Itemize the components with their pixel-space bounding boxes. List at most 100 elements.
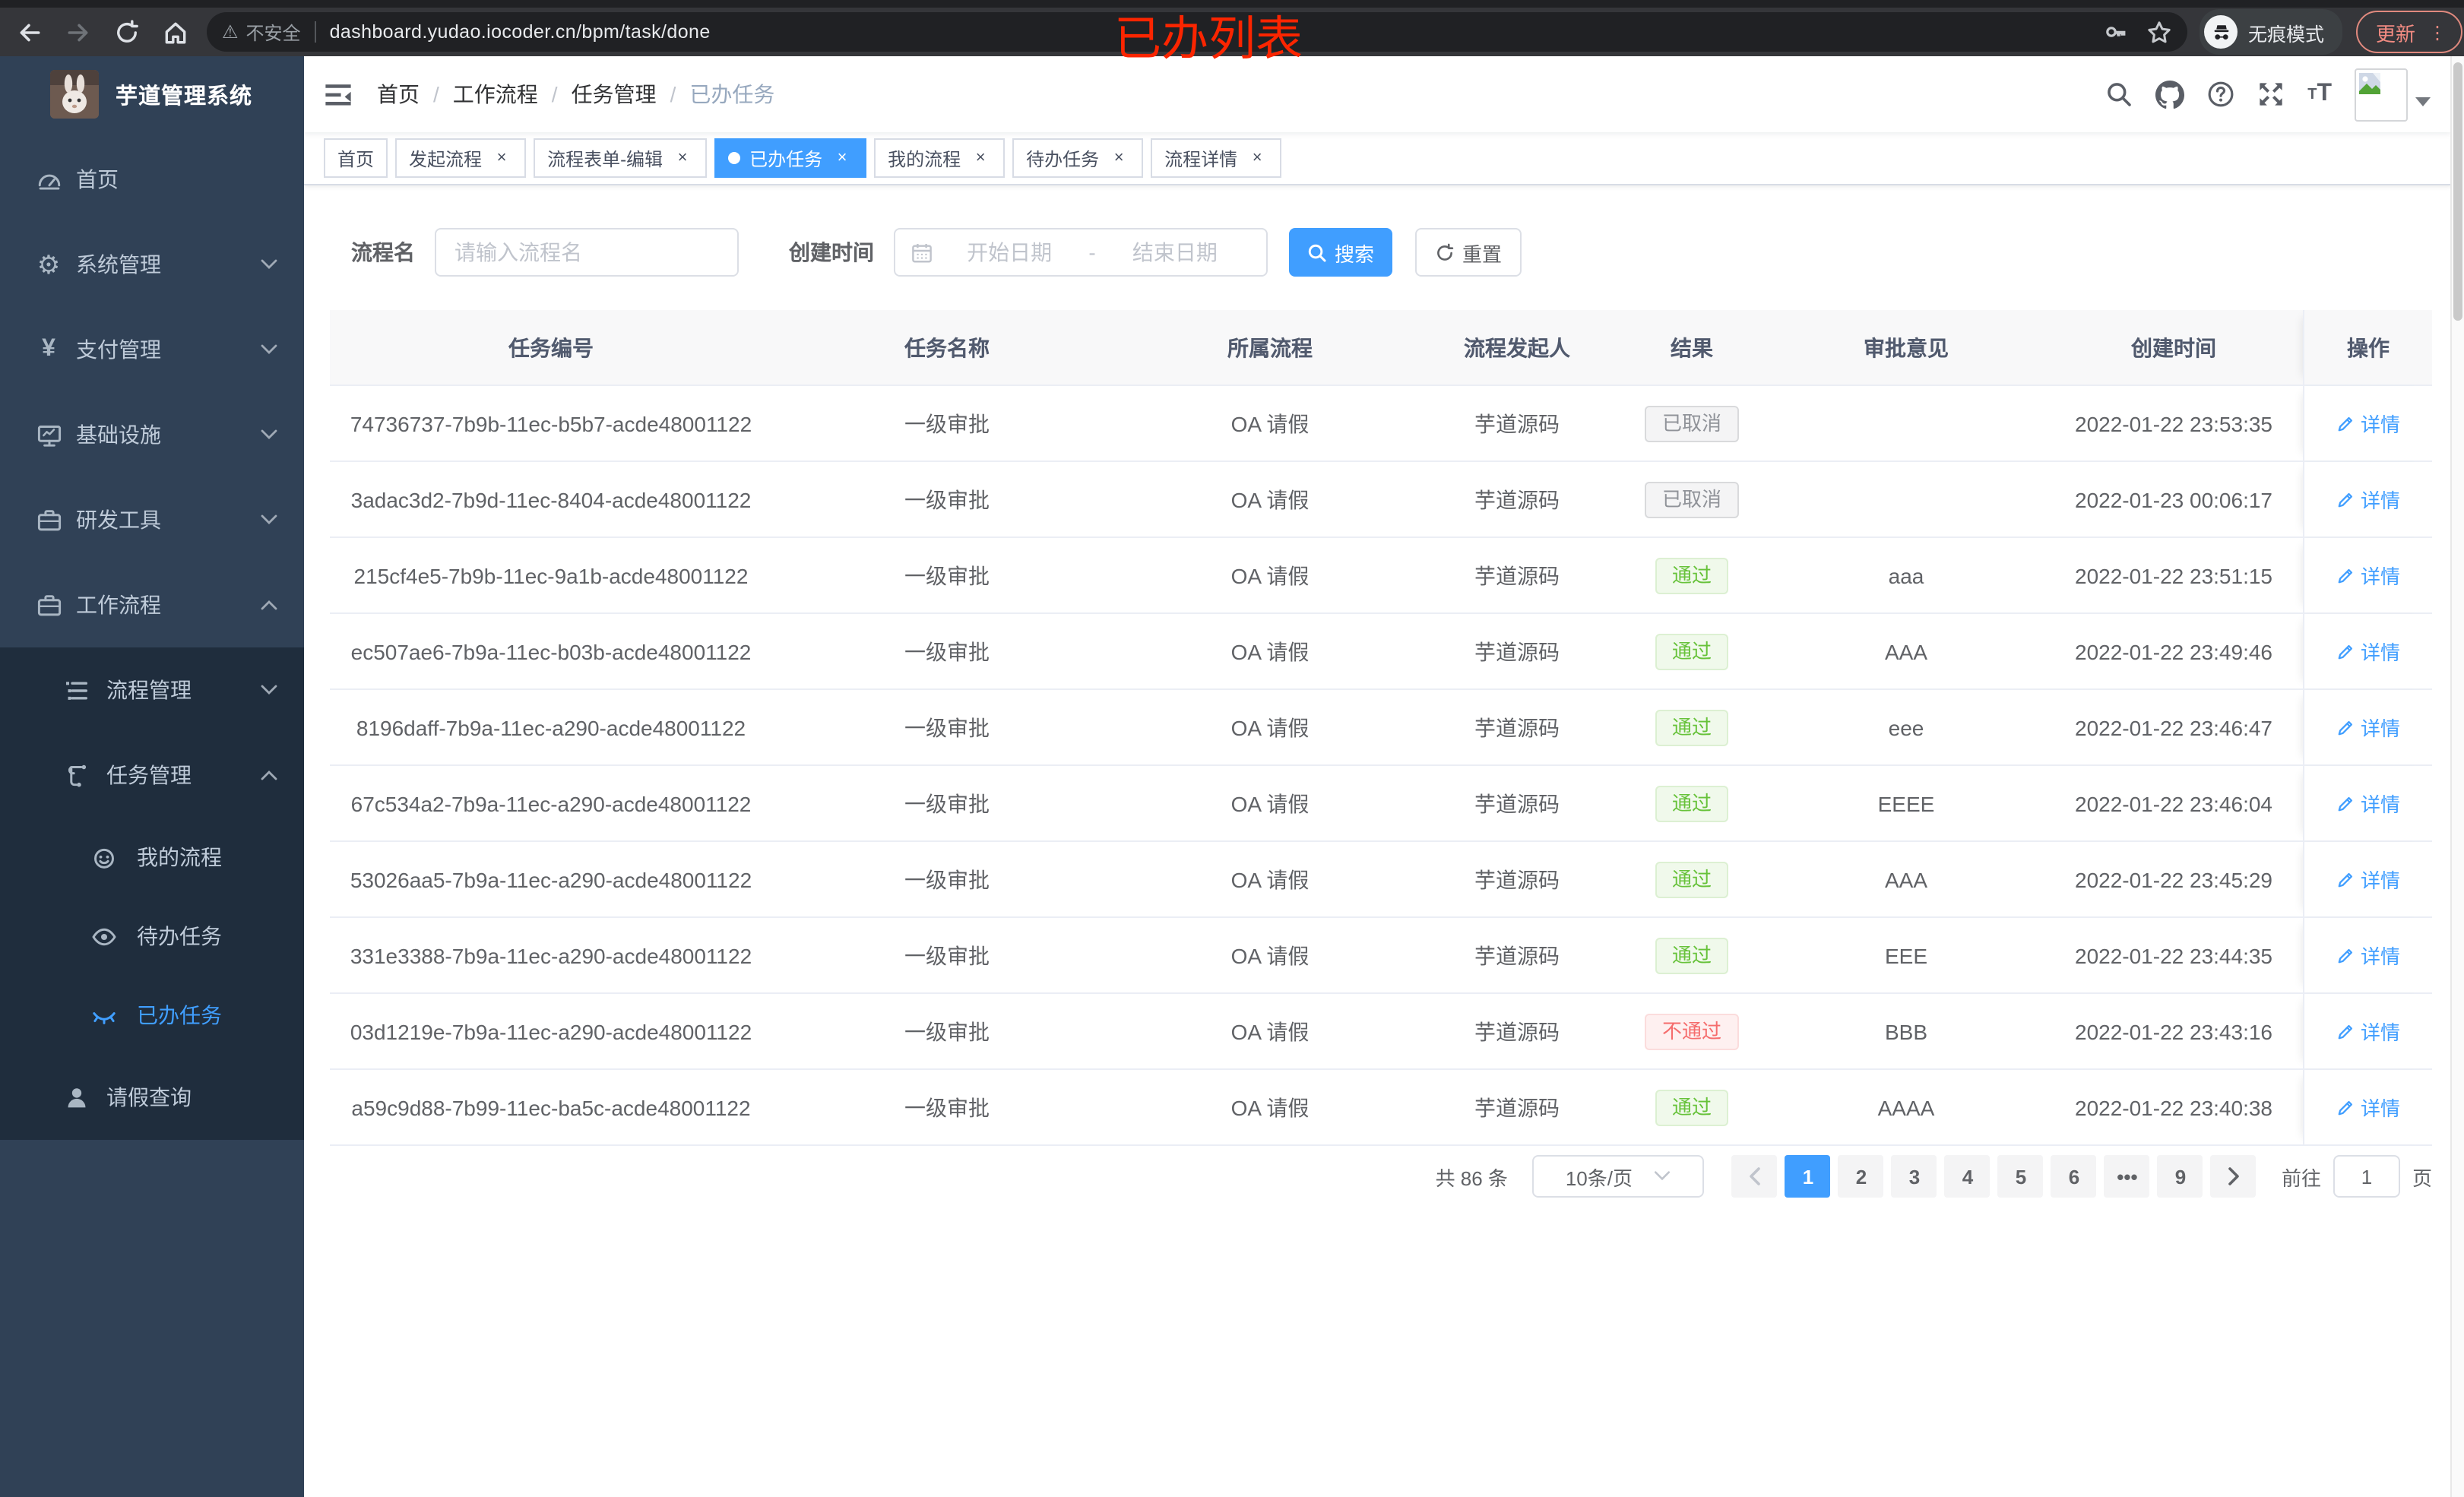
close-tab-icon[interactable]: × bbox=[677, 149, 688, 167]
fullscreen-icon[interactable] bbox=[2257, 81, 2285, 108]
breadcrumb-home[interactable]: 首页 bbox=[377, 82, 420, 106]
sidebar-item-已办任务[interactable]: 已办任务 bbox=[0, 976, 304, 1055]
tag-tab-首页[interactable]: 首页 bbox=[324, 138, 388, 178]
detail-link[interactable]: 详情 bbox=[2336, 941, 2400, 970]
close-tab-icon[interactable]: × bbox=[1252, 149, 1262, 167]
cell-starter: 芋道源码 bbox=[1474, 1095, 1560, 1119]
page-button-4[interactable]: 4 bbox=[1944, 1155, 1991, 1198]
detail-link[interactable]: 详情 bbox=[2336, 789, 2400, 818]
date-range-input[interactable]: 开始日期 - 结束日期 bbox=[894, 228, 1268, 277]
sidebar-item-待办任务[interactable]: 待办任务 bbox=[0, 897, 304, 976]
sidebar-item-任务管理[interactable]: 任务管理 bbox=[0, 733, 304, 818]
cell-task-name: 一级审批 bbox=[904, 639, 990, 663]
incognito-icon bbox=[2204, 15, 2238, 49]
breadcrumb-workflow[interactable]: 工作流程 bbox=[452, 82, 538, 106]
security-warning[interactable]: ⚠ 不安全 bbox=[222, 19, 301, 45]
sidebar-item-首页[interactable]: 首页 bbox=[0, 137, 304, 222]
page-button-9[interactable]: 9 bbox=[2157, 1155, 2203, 1198]
sidebar-item-支付管理[interactable]: ¥ 支付管理 bbox=[0, 307, 304, 392]
reset-button[interactable]: 重置 bbox=[1415, 228, 1522, 277]
detail-link[interactable]: 详情 bbox=[2336, 713, 2400, 742]
detail-link[interactable]: 详情 bbox=[2336, 1093, 2400, 1122]
column-header-所属流程: 所属流程 bbox=[1227, 335, 1313, 359]
tag-tab-流程表单-编辑[interactable]: 流程表单-编辑 × bbox=[534, 138, 708, 178]
key-icon[interactable] bbox=[2104, 20, 2128, 44]
sidebar: 芋道管理系统 首页 ⚙ 系统管理 ¥ 支付管理 基础设施 研发工具 工作流程 流… bbox=[0, 56, 304, 1497]
cell-task-name: 一级审批 bbox=[904, 943, 990, 967]
sidebar-item-系统管理[interactable]: ⚙ 系统管理 bbox=[0, 222, 304, 307]
sidebar-collapse-icon[interactable] bbox=[324, 80, 353, 109]
page-scrollbar[interactable] bbox=[2450, 56, 2464, 1497]
detail-link[interactable]: 详情 bbox=[2336, 409, 2400, 438]
close-tab-icon[interactable]: × bbox=[1113, 149, 1124, 167]
user-menu[interactable] bbox=[2355, 68, 2431, 121]
close-tab-icon[interactable]: × bbox=[496, 149, 507, 167]
detail-link[interactable]: 详情 bbox=[2336, 485, 2400, 514]
edit-pen-icon bbox=[2338, 720, 2353, 735]
url-text[interactable]: dashboard.yudao.iocoder.cn/bpm/task/done bbox=[329, 21, 711, 43]
cell-process: OA 请假 bbox=[1230, 791, 1310, 815]
cell-comment: EEEE bbox=[1877, 791, 1935, 815]
browser-home-icon[interactable] bbox=[158, 15, 192, 49]
cell-task-name: 一级审批 bbox=[904, 715, 990, 739]
breadcrumb-task-mgmt[interactable]: 任务管理 bbox=[571, 82, 657, 106]
process-name-input[interactable]: 请输入流程名 bbox=[435, 228, 739, 277]
github-icon[interactable] bbox=[2155, 80, 2185, 109]
browser-menu-icon[interactable]: ⋮ bbox=[2428, 21, 2447, 43]
cell-starter: 芋道源码 bbox=[1474, 943, 1560, 967]
page-button-3[interactable]: 3 bbox=[1891, 1155, 1937, 1198]
search-button[interactable]: 搜索 bbox=[1289, 228, 1392, 277]
browser-forward-icon[interactable] bbox=[61, 15, 94, 49]
active-dot bbox=[728, 152, 741, 164]
tag-tab-我的流程[interactable]: 我的流程 × bbox=[874, 138, 1006, 178]
sidebar-item-请假查询[interactable]: 请假查询 bbox=[0, 1055, 304, 1140]
detail-link[interactable]: 详情 bbox=[2336, 1017, 2400, 1046]
page-button-2[interactable]: 2 bbox=[1838, 1155, 1884, 1198]
browser-reload-icon[interactable] bbox=[109, 15, 143, 49]
app-logo-row[interactable]: 芋道管理系统 bbox=[0, 56, 304, 132]
tag-tab-流程详情[interactable]: 流程详情 × bbox=[1151, 138, 1282, 178]
page-button-1[interactable]: 1 bbox=[1785, 1155, 1831, 1198]
column-header-任务名称: 任务名称 bbox=[904, 335, 990, 359]
address-bar[interactable]: ⚠ 不安全 dashboard.yudao.iocoder.cn/bpm/tas… bbox=[207, 12, 2187, 52]
list-tree-icon bbox=[61, 675, 91, 705]
tag-tab-待办任务[interactable]: 待办任务 × bbox=[1012, 138, 1144, 178]
avatar[interactable] bbox=[2355, 68, 2408, 121]
bookmark-star-icon[interactable] bbox=[2146, 19, 2172, 45]
prev-page-button[interactable] bbox=[1731, 1155, 1778, 1198]
page-button-6[interactable]: 6 bbox=[2051, 1155, 2097, 1198]
browser-back-icon[interactable] bbox=[12, 15, 46, 49]
filter-form: 流程名 请输入流程名 创建时间 开始日期 - 结束日期 搜索 重置 bbox=[351, 228, 1522, 277]
detail-link[interactable]: 详情 bbox=[2336, 865, 2400, 894]
detail-link[interactable]: 详情 bbox=[2336, 637, 2400, 666]
close-tab-icon[interactable]: × bbox=[837, 149, 847, 167]
update-button[interactable]: 更新 ⋮ bbox=[2356, 11, 2463, 53]
result-badge: 通过 bbox=[1655, 1089, 1728, 1125]
search-button-icon bbox=[1308, 243, 1326, 261]
sidebar-item-我的流程[interactable]: 我的流程 bbox=[0, 818, 304, 897]
next-page-button[interactable] bbox=[2210, 1155, 2257, 1198]
tag-tab-发起流程[interactable]: 发起流程 × bbox=[395, 138, 527, 178]
close-tab-icon[interactable]: × bbox=[975, 149, 986, 167]
sidebar-item-研发工具[interactable]: 研发工具 bbox=[0, 477, 304, 562]
chevron-icon bbox=[260, 769, 278, 781]
cell-create-time: 2022-01-23 00:06:17 bbox=[2075, 487, 2272, 511]
sidebar-item-工作流程[interactable]: 工作流程 bbox=[0, 562, 304, 647]
column-header-流程发起人: 流程发起人 bbox=[1464, 335, 1570, 359]
help-icon[interactable] bbox=[2207, 81, 2234, 108]
sidebar-item-流程管理[interactable]: 流程管理 bbox=[0, 647, 304, 733]
result-badge: 不通过 bbox=[1645, 1013, 1738, 1049]
scrollbar-thumb[interactable] bbox=[2453, 62, 2462, 321]
search-icon[interactable] bbox=[2105, 81, 2133, 108]
page-button-5[interactable]: 5 bbox=[1997, 1155, 2044, 1198]
goto-page-input[interactable]: 1 bbox=[2333, 1155, 2400, 1198]
sidebar-item-基础设施[interactable]: 基础设施 bbox=[0, 392, 304, 477]
tag-tab-已办任务[interactable]: 已办任务 × bbox=[714, 138, 867, 178]
column-header-审批意见: 审批意见 bbox=[1864, 335, 1949, 359]
pager-more-button[interactable]: ••• bbox=[2104, 1155, 2150, 1198]
reset-button-icon bbox=[1437, 242, 1454, 260]
update-label[interactable]: 更新 bbox=[2376, 22, 2416, 45]
detail-link[interactable]: 详情 bbox=[2336, 561, 2400, 590]
page-size-select[interactable]: 10条/页 bbox=[1531, 1155, 1704, 1198]
